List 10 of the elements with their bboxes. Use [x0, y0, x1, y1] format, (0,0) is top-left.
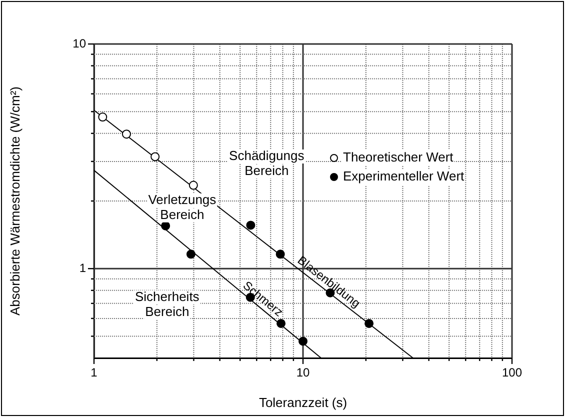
legend-label: Experimenteller Wert: [343, 168, 465, 184]
y-axis-title: Absorbierte Wärmestromdichte (W/cm²): [7, 86, 22, 316]
annotation: Schädigungs Bereich: [229, 148, 305, 178]
x-axis-title: Toleranzzeit (s): [258, 394, 348, 410]
x-tick-label: 10: [296, 366, 310, 380]
legend-label: Theoretischer Wert: [343, 150, 454, 165]
annotation: Sicherheits Bereich: [134, 289, 200, 320]
x-tick-label: 100: [502, 366, 522, 380]
annotation: Verletzungs Bereich: [148, 192, 217, 222]
x-tick-label: 1: [90, 366, 98, 380]
